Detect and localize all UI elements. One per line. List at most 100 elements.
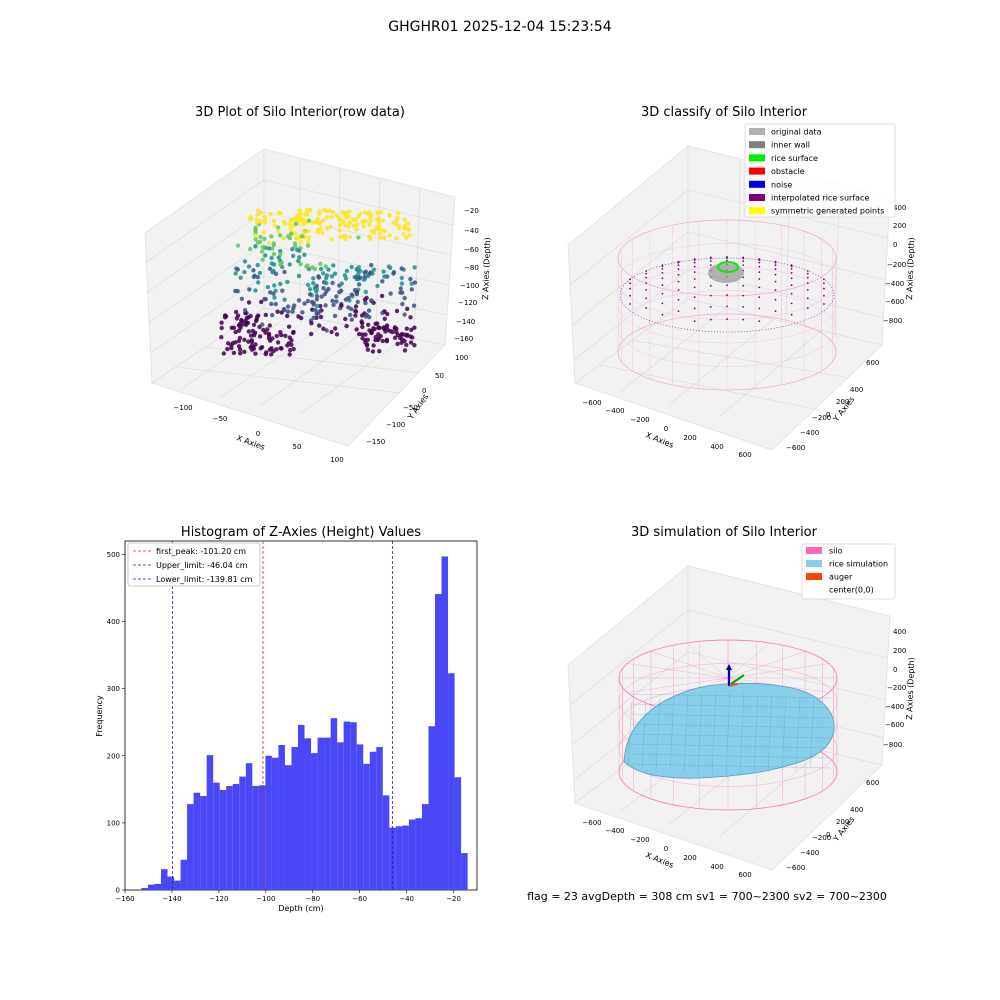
classify-xtick: 200 [683,434,696,442]
raw-scatter-point [402,348,408,353]
raw-scatter-point [387,213,392,218]
histogram-bar [428,726,435,890]
raw-ztick: −60 [464,246,479,254]
interpolated-surface-point [629,303,631,305]
raw-scatter-point [301,230,307,235]
raw-scatter-point [249,343,254,349]
raw-scatter-point [276,255,281,260]
raw-scatter-point [321,207,327,213]
raw-3d-zticks: −20 −40 −60 −80 −100 −120 −140 −160 [454,207,479,343]
classify-legend-label: interpolated rice surface [771,194,869,203]
classify-xtick: 0 [664,425,668,433]
interpolated-surface-point [758,271,761,273]
raw-scatter-point [275,309,280,314]
raw-scatter-point [343,297,349,302]
histogram-bar [304,738,312,890]
interpolated-surface-point [645,307,648,309]
simulation-xtick: −200 [630,836,649,844]
raw-scatter-point [259,249,265,254]
interpolated-surface-point [823,287,825,290]
interpolated-surface-point [661,292,664,295]
interpolated-surface-point [774,298,777,301]
histogram-bar [200,796,207,890]
interpolated-surface-point [790,277,793,280]
raw-scatter-point [290,309,295,314]
raw-scatter-point [235,313,241,318]
classify-ytick: 200 [836,398,849,406]
interpolated-surface-point [645,282,648,284]
raw-scatter-point [351,223,357,228]
raw-scatter-point [406,227,412,232]
rice-mesh-line [725,689,731,777]
raw-scatter-point [343,316,348,322]
raw-scatter-point [367,222,372,227]
interpolated-surface-point [742,306,745,308]
histogram-x-tick-label: −40 [399,895,414,903]
raw-scatter-point [386,264,392,269]
interpolated-surface-edge [619,257,835,333]
raw-scatter-point [271,262,277,267]
raw-scatter-point [237,347,243,352]
interpolated-surface-point [790,313,793,316]
classify-legend-label: rice surface [771,154,818,163]
classify-ztick: −600 [885,298,904,306]
simulation-xtick: −400 [605,827,624,835]
raw-scatter-point [295,236,300,241]
histogram-legend: first_peak: -101.20 cm Upper_limit: -46.0… [127,542,261,587]
histogram-bar [441,556,449,890]
raw-scatter-point [291,346,296,352]
raw-scatter-point [313,307,318,313]
raw-scatter-point [278,252,283,257]
raw-scatter-point [287,222,293,227]
classify-ytick: 0 [826,411,830,419]
rice-mesh-line [629,753,831,759]
interpolated-surface-point [790,265,793,268]
histogram-bar [278,745,285,890]
raw-scatter-point [404,235,409,240]
raw-scatter-point [263,253,268,258]
raw-scatter-point [409,287,414,292]
rice-mesh-line [669,695,675,772]
raw-scatter-point [354,274,359,280]
interpolated-surface-point [677,298,680,301]
raw-scatter-point [399,281,405,286]
raw-scatter-point [274,333,279,339]
raw-scatter-point [321,286,326,291]
raw-scatter-point [233,271,238,276]
raw-scatter-point [388,329,393,334]
raw-scatter-point [311,302,316,307]
interpolated-surface-point [774,289,777,291]
interpolated-surface-point [693,265,696,268]
classify-xtick: 600 [738,451,751,459]
raw-scatter-point [334,299,339,304]
raw-scatter-point [318,226,323,231]
classify-ytick: −400 [800,429,819,437]
raw-scatter-point [225,346,230,352]
raw-scatter-point [262,214,267,219]
histogram-bar [154,883,161,890]
raw-scatter-point [392,325,398,330]
raw-scatter-point [246,300,252,305]
raw-scatter-point [337,234,343,239]
histogram-bar [376,747,383,890]
raw-scatter-point [255,220,260,225]
interpolated-surface-point [661,268,664,270]
interpolated-surface-point [774,280,777,283]
raw-scatter-point [293,221,298,227]
interpolated-surface-point [774,273,777,276]
classify-inner-wall-cluster [708,263,744,283]
raw-scatter-point [378,235,383,240]
raw-scatter-point [235,243,241,248]
histogram-bar [284,765,292,890]
interpolated-surface-point [823,294,825,297]
raw-ztick: −160 [454,335,473,343]
simulation-ztick: −600 [885,721,904,729]
histogram-legend-frame [127,542,261,587]
raw-scatter-point [334,332,340,337]
raw-scatter-point [412,265,417,270]
raw-scatter-point [285,309,291,314]
raw-scatter-point [246,329,251,334]
raw-scatter-point [395,210,401,216]
rice-mesh-line [711,691,717,775]
raw-scatter-point [281,236,286,241]
